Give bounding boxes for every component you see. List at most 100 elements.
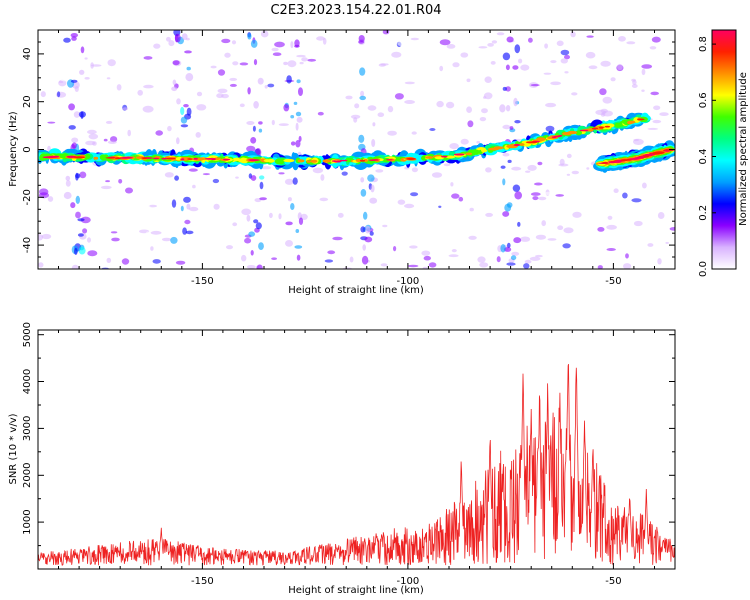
noise-column-blob xyxy=(247,87,251,95)
noise-blob xyxy=(47,121,56,124)
secondary-ridge-blob xyxy=(608,161,617,164)
y-tick-label: 4000 xyxy=(22,369,33,394)
noise-blob xyxy=(502,124,511,130)
noise-blob xyxy=(382,224,388,228)
noise-blob xyxy=(579,147,584,155)
ridge-blob xyxy=(453,153,465,156)
noise-blob xyxy=(85,140,96,146)
noise-column-blob xyxy=(71,36,77,41)
noise-blob xyxy=(286,113,292,120)
noise-column-blob xyxy=(290,41,294,49)
noise-blob xyxy=(439,39,451,46)
noise-column-blob xyxy=(259,197,267,201)
noise-blob xyxy=(449,143,459,150)
noise-blob xyxy=(316,36,325,41)
noise-blob xyxy=(38,143,42,146)
ridge-blob xyxy=(382,157,391,163)
noise-blob xyxy=(555,194,564,197)
ridge-blob xyxy=(223,158,231,161)
noise-blob xyxy=(217,69,226,76)
noise-blob xyxy=(439,65,444,72)
noise-blob xyxy=(122,107,129,111)
noise-blob xyxy=(353,98,363,103)
noise-column-blob xyxy=(507,242,511,248)
noise-column-blob xyxy=(255,222,262,230)
noise-column-blob xyxy=(294,245,303,249)
noise-blob xyxy=(79,171,87,179)
noise-blob xyxy=(425,172,431,176)
noise-blob xyxy=(532,196,539,201)
x-tick-label: -50 xyxy=(605,576,621,587)
noise-column-blob xyxy=(180,124,189,128)
noise-blob xyxy=(586,35,594,38)
noise-blob xyxy=(71,57,80,60)
noise-blob xyxy=(231,40,237,45)
noise-blob xyxy=(541,220,546,227)
noise-blob xyxy=(239,103,245,108)
noise-blob xyxy=(73,111,80,118)
noise-blob xyxy=(241,208,252,216)
noise-column-blob xyxy=(80,46,85,54)
noise-column-blob xyxy=(371,139,376,147)
noise-blob xyxy=(559,158,565,166)
noise-blob xyxy=(387,105,394,113)
colorbar-gradient xyxy=(712,30,736,269)
noise-blob xyxy=(321,87,329,94)
noise-blob xyxy=(195,132,201,138)
noise-column-blob xyxy=(68,125,76,130)
noise-blob xyxy=(100,185,112,190)
noise-blob xyxy=(665,241,669,244)
x-tick-label: -150 xyxy=(191,576,214,587)
noise-column-blob xyxy=(296,254,301,261)
ridge-blob xyxy=(263,159,271,163)
noise-blob xyxy=(631,198,642,203)
spectrogram-ylabel: Frequency (Hz) xyxy=(8,111,19,187)
noise-column-blob xyxy=(359,95,367,101)
noise-blob xyxy=(641,68,646,76)
ridge-blob xyxy=(105,157,115,159)
noise-blob xyxy=(142,204,151,209)
snr-frame xyxy=(37,329,676,570)
ridge-blob xyxy=(93,156,99,160)
noise-column-blob xyxy=(287,197,292,202)
noise-column-blob xyxy=(183,104,189,108)
noise-blob xyxy=(486,228,492,234)
ridge-blob xyxy=(558,134,563,137)
noise-blob xyxy=(659,112,669,116)
noise-column-blob xyxy=(75,195,81,204)
noise-blob xyxy=(192,184,196,189)
noise-blob xyxy=(60,222,70,228)
ridge-blob xyxy=(121,156,133,159)
noise-blob xyxy=(564,54,570,60)
noise-blob xyxy=(421,250,431,256)
noise-column-blob xyxy=(250,175,257,181)
noise-blob xyxy=(632,79,637,85)
noise-blob xyxy=(167,125,172,132)
colorbar-axes: 0.0 0.2 0.4 0.6 0.8 xyxy=(698,29,737,277)
noise-blob xyxy=(301,57,308,62)
noise-blob xyxy=(299,61,304,65)
colorbar-tick-label: 0.0 xyxy=(698,261,709,277)
secondary-ridge-blob xyxy=(615,160,620,163)
noise-column-blob xyxy=(365,225,371,234)
noise-blob xyxy=(335,111,344,118)
noise-column-blob xyxy=(250,137,257,144)
noise-blob xyxy=(641,89,645,92)
noise-column-blob xyxy=(290,115,295,119)
noise-blob xyxy=(451,193,460,199)
noise-blob xyxy=(394,93,404,100)
noise-blob xyxy=(87,237,91,243)
ridge-blob xyxy=(513,143,521,147)
noise-blob xyxy=(597,265,603,269)
noise-blob xyxy=(411,131,417,135)
noise-column-blob xyxy=(514,44,521,54)
noise-column-blob xyxy=(290,203,295,210)
noise-blob xyxy=(597,227,605,232)
ridge-blob xyxy=(164,157,176,160)
noise-column-blob xyxy=(505,64,510,71)
noise-column-blob xyxy=(258,121,263,125)
ridge-blob xyxy=(161,157,167,160)
noise-column-blob xyxy=(182,227,188,235)
noise-blob xyxy=(451,249,457,253)
x-tick-label: -100 xyxy=(397,276,420,287)
